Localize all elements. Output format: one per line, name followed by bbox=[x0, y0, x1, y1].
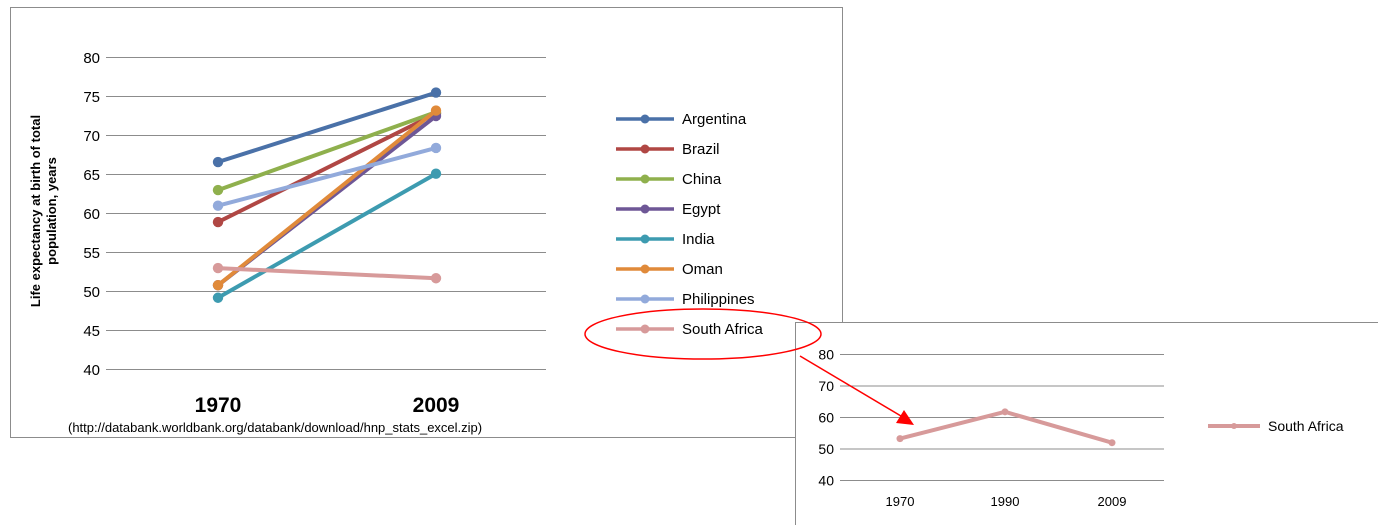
main-chart-frame bbox=[11, 8, 843, 438]
legend-label-brazil: Brazil bbox=[682, 141, 720, 158]
legend-label-argentina: Argentina bbox=[682, 111, 747, 128]
y-tick-label: 70 bbox=[818, 378, 834, 394]
legend-marker-china bbox=[641, 175, 650, 184]
y-tick-label: 55 bbox=[83, 245, 100, 262]
data-point-south-africa bbox=[1002, 408, 1009, 415]
legend-label-egypt: Egypt bbox=[682, 201, 721, 218]
data-point-argentina bbox=[213, 157, 223, 167]
data-point-south-africa bbox=[1109, 439, 1116, 446]
y-tick-label: 75 bbox=[83, 89, 100, 106]
y-tick-label: 65 bbox=[83, 167, 100, 184]
y-tick-label: 40 bbox=[83, 362, 100, 379]
data-point-oman bbox=[431, 105, 441, 115]
data-point-india bbox=[213, 293, 223, 303]
legend-label-india: India bbox=[682, 231, 715, 248]
x-tick-label: 2009 bbox=[1098, 494, 1127, 509]
x-tick-label: 1990 bbox=[991, 494, 1020, 509]
data-point-argentina bbox=[431, 87, 441, 97]
y-tick-label: 70 bbox=[83, 128, 100, 145]
legend-label-oman: Oman bbox=[682, 261, 723, 278]
legend-marker-egypt bbox=[641, 205, 650, 214]
legend-marker-brazil bbox=[641, 145, 650, 154]
legend-marker-argentina bbox=[641, 115, 650, 124]
y-axis-label-line: Life expectancy at birth of total bbox=[28, 115, 43, 307]
y-tick-label: 60 bbox=[818, 410, 834, 426]
data-point-south-africa bbox=[897, 435, 904, 442]
source-note: (http://databank.worldbank.org/databank/… bbox=[68, 420, 482, 435]
legend-marker-south-africa bbox=[641, 325, 650, 334]
data-point-philippines bbox=[431, 143, 441, 153]
legend-marker-south-africa bbox=[1231, 423, 1237, 429]
y-tick-label: 50 bbox=[818, 441, 834, 457]
legend-label-south-africa: South Africa bbox=[682, 321, 764, 338]
y-tick-label: 40 bbox=[818, 473, 834, 489]
data-point-south-africa bbox=[213, 263, 223, 273]
y-tick-label: 60 bbox=[83, 206, 100, 223]
data-point-south-africa bbox=[431, 273, 441, 283]
legend-marker-india bbox=[641, 235, 650, 244]
y-axis-label-line: population, years bbox=[44, 157, 59, 265]
legend-label-china: China bbox=[682, 171, 722, 188]
data-point-oman bbox=[213, 280, 223, 290]
legend-label-south-africa: South Africa bbox=[1268, 418, 1344, 434]
main-y-tick-labels: 40 45 50 55 60 65 70 75 80 bbox=[83, 50, 100, 379]
legend-marker-philippines bbox=[641, 295, 650, 304]
x-tick-label: 1970 bbox=[886, 494, 915, 509]
legend-marker-oman bbox=[641, 265, 650, 274]
data-point-india bbox=[431, 169, 441, 179]
y-tick-label: 50 bbox=[83, 284, 100, 301]
x-tick-label: 1970 bbox=[195, 394, 242, 417]
data-point-china bbox=[213, 185, 223, 195]
legend-label-philippines: Philippines bbox=[682, 291, 755, 308]
y-tick-label: 80 bbox=[83, 50, 100, 67]
y-tick-label: 45 bbox=[83, 323, 100, 340]
data-point-philippines bbox=[213, 201, 223, 211]
x-tick-label: 2009 bbox=[413, 394, 460, 417]
y-tick-label: 80 bbox=[818, 347, 834, 363]
data-point-brazil bbox=[213, 217, 223, 227]
